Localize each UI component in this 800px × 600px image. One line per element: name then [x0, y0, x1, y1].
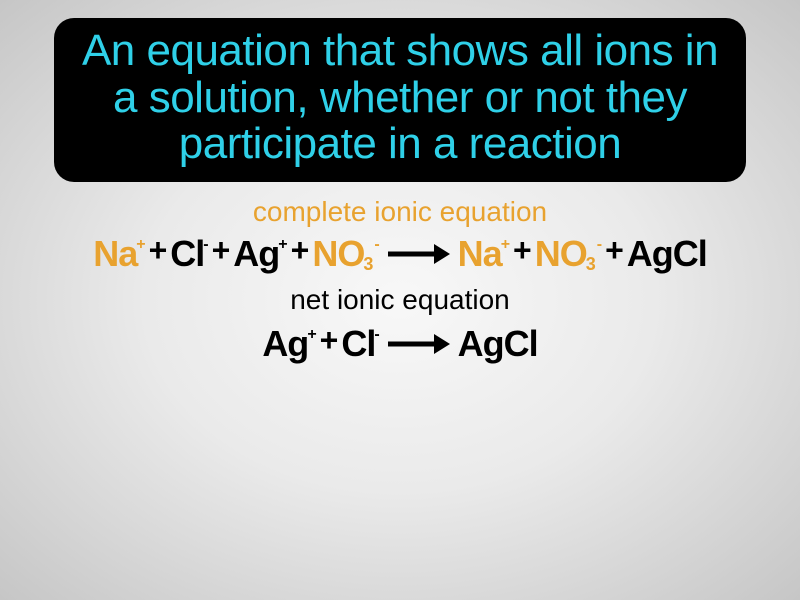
- term-base: AgCl: [627, 236, 707, 272]
- term-base: Cl: [341, 326, 375, 362]
- reaction-arrow-icon: [388, 244, 450, 264]
- equation-term: AgCl: [458, 326, 538, 362]
- definition-text: An equation that shows all ions in a sol…: [72, 28, 728, 168]
- term-base: Ag: [262, 326, 308, 362]
- term-base: Na: [93, 236, 137, 272]
- equation-term: Na+: [93, 236, 145, 272]
- term-superscript: -: [374, 236, 379, 254]
- plus-operator: +: [291, 232, 310, 269]
- equation-term: Ag+: [233, 236, 287, 272]
- term-superscript: +: [136, 236, 145, 254]
- term-subscript: 3: [363, 254, 373, 275]
- term-base: NO: [312, 236, 364, 272]
- equation-term: Ag+: [262, 326, 316, 362]
- term-base: Ag: [233, 236, 279, 272]
- term-superscript: +: [307, 326, 316, 344]
- term-base: Cl: [170, 236, 204, 272]
- term-superscript: +: [501, 236, 510, 254]
- term-subscript: 3: [586, 254, 596, 275]
- term-superscript: +: [278, 236, 287, 254]
- label-net-equation: net ionic equation: [290, 284, 510, 316]
- plus-operator: +: [320, 322, 339, 359]
- equation-term: Na+: [458, 236, 510, 272]
- equation-term: AgCl: [627, 236, 707, 272]
- equation-term: Cl-: [341, 326, 379, 362]
- term-superscript: -: [374, 326, 379, 344]
- label-complete-equation: complete ionic equation: [253, 196, 547, 228]
- term-superscript: -: [203, 236, 208, 254]
- plus-operator: +: [513, 232, 532, 269]
- definition-box: An equation that shows all ions in a sol…: [54, 18, 746, 182]
- plus-operator: +: [605, 232, 624, 269]
- equation-term: NO3-: [312, 236, 379, 272]
- plus-operator: +: [212, 232, 231, 269]
- term-superscript: -: [597, 236, 602, 254]
- term-base: Na: [458, 236, 502, 272]
- plus-operator: +: [149, 232, 168, 269]
- equation-term: NO3-: [535, 236, 602, 272]
- term-base: NO: [535, 236, 587, 272]
- reaction-arrow-icon: [388, 334, 450, 354]
- complete-ionic-equation: Na++Cl-+Ag++NO3-Na++NO3-+AgCl: [93, 232, 707, 272]
- equation-term: Cl-: [170, 236, 208, 272]
- term-base: AgCl: [458, 326, 538, 362]
- net-ionic-equation: Ag++Cl-AgCl: [262, 322, 537, 362]
